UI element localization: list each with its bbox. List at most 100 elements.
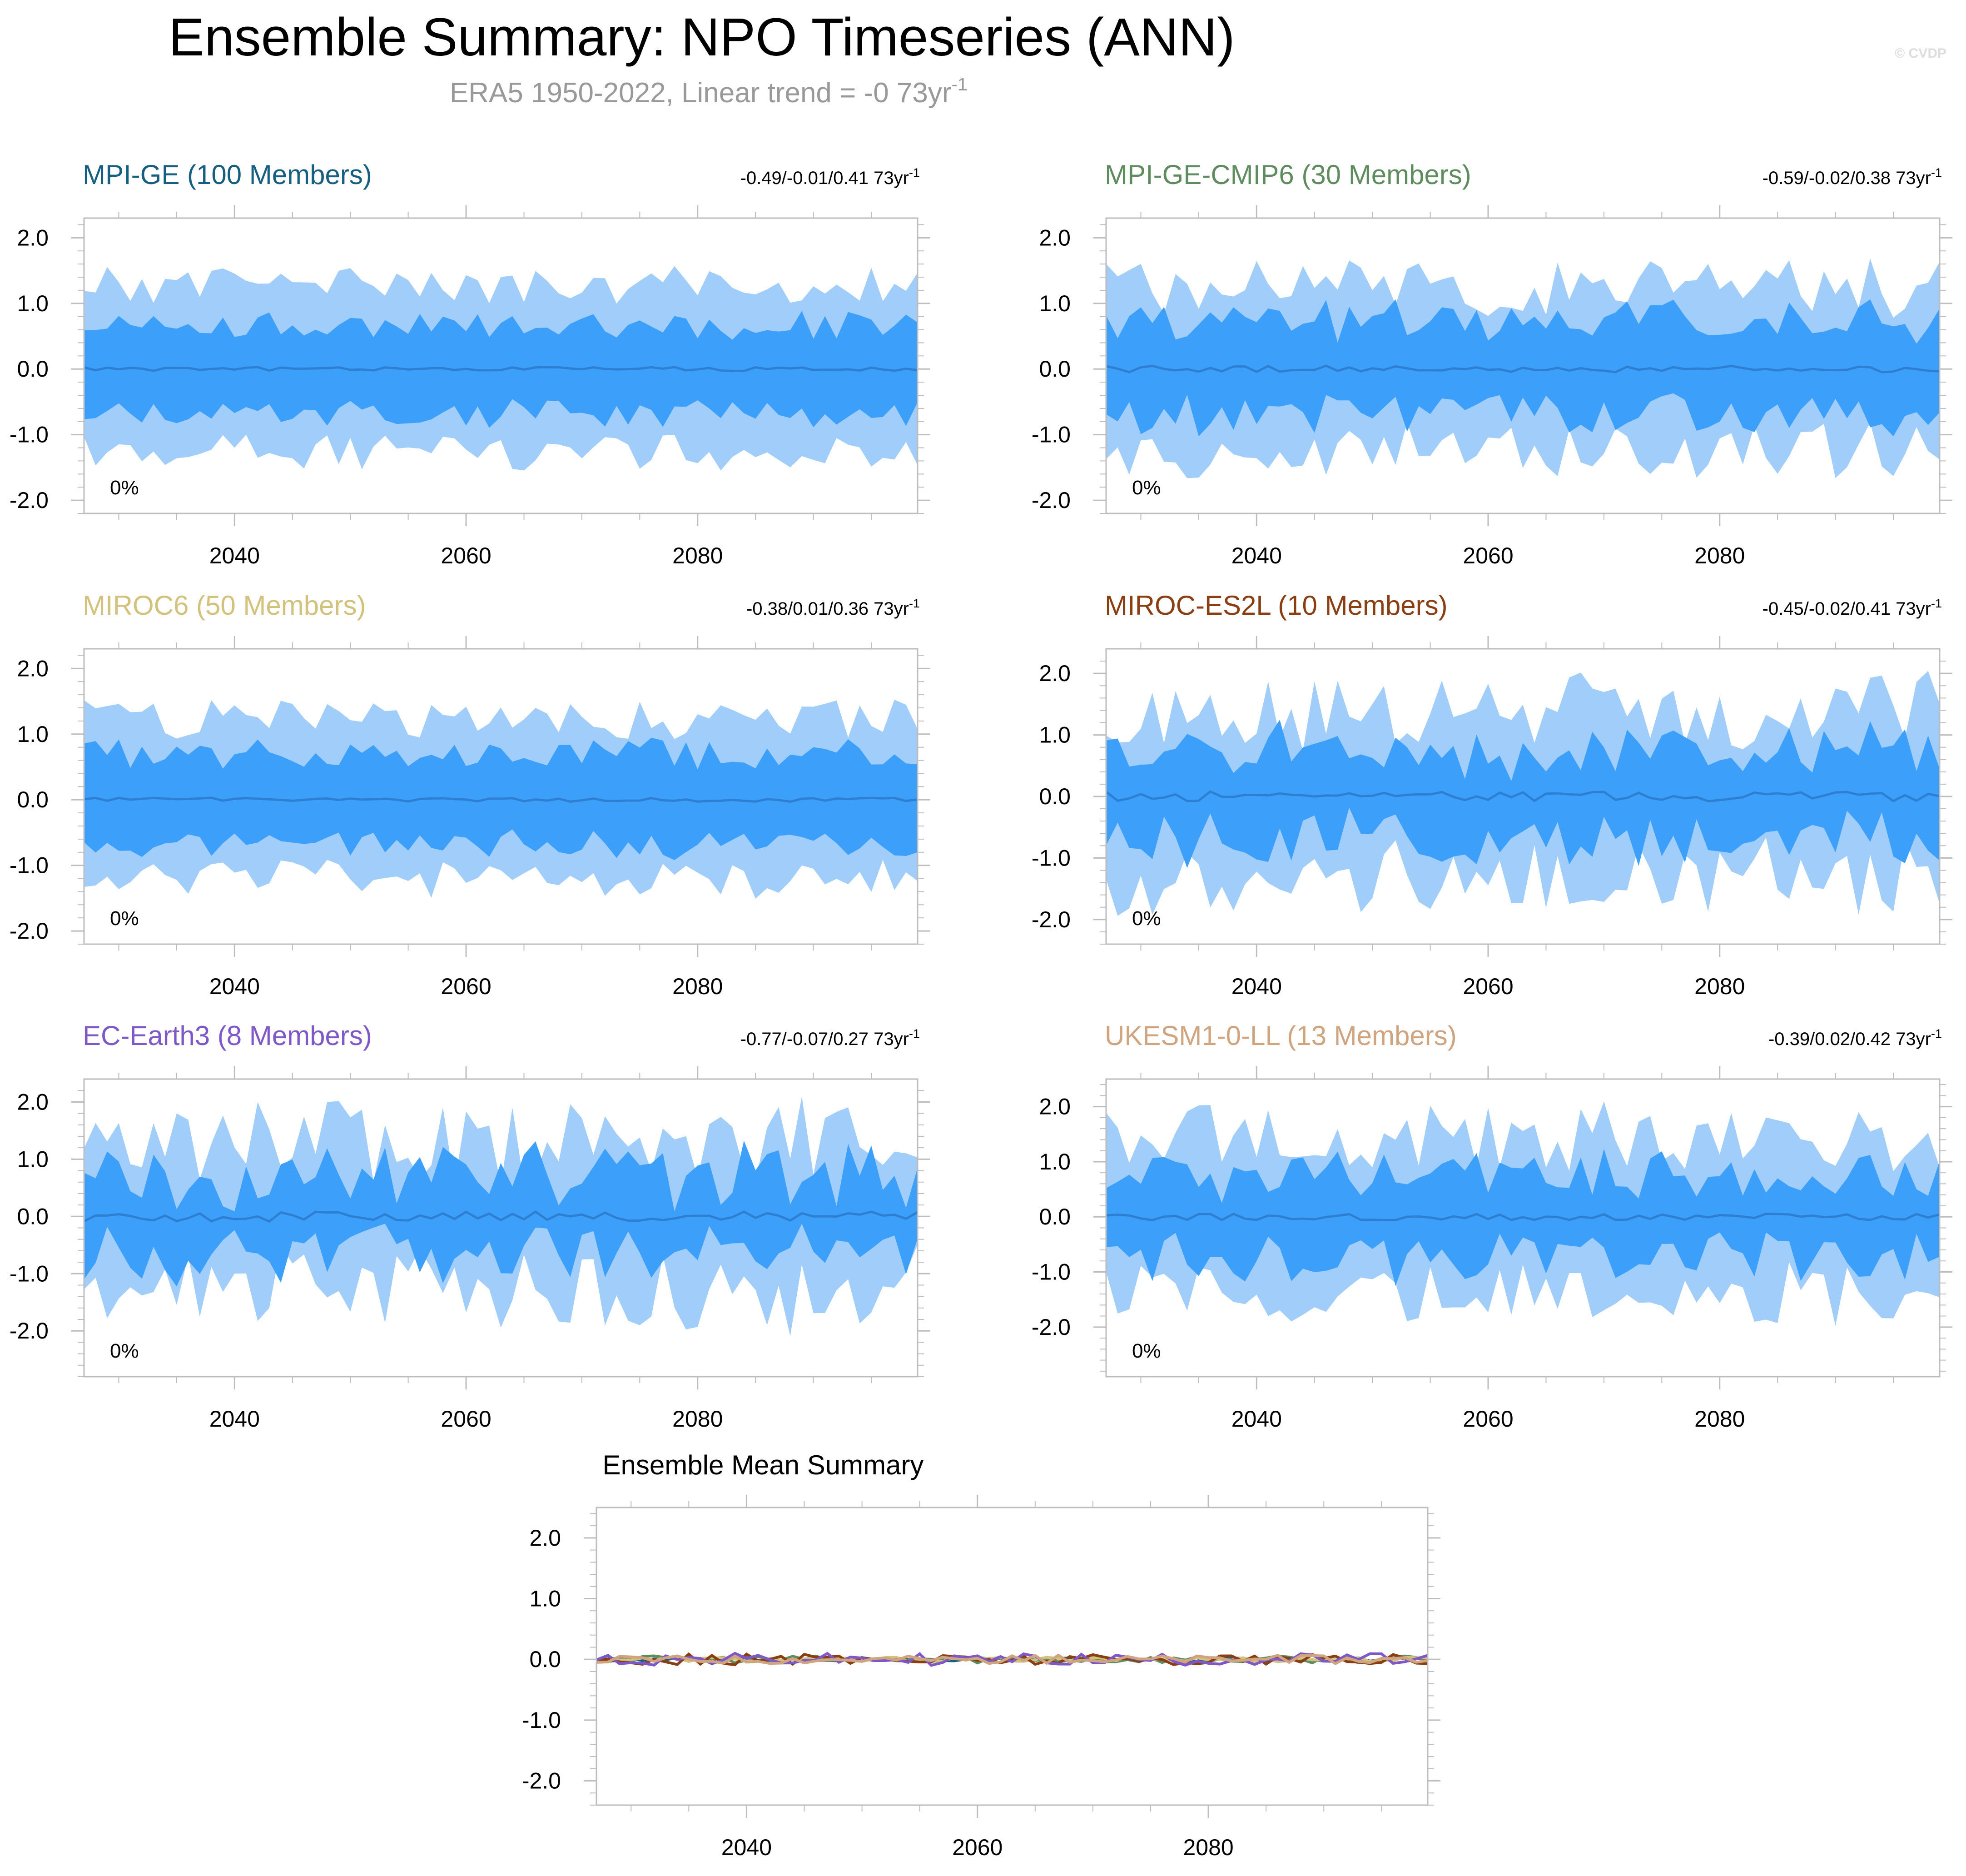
chart-panel-4: MIROC-ES2L (10 Members) -0.45/-0.02/0.41 … — [1032, 590, 1952, 999]
y-tick-label: -1.0 — [1032, 422, 1071, 448]
y-tick-label: -1.0 — [1032, 845, 1071, 871]
x-tick-label: 2080 — [672, 543, 723, 568]
plot-frame — [83, 648, 918, 945]
y-tick-label: 0.0 — [1039, 1204, 1071, 1229]
y-tick-label: -1.0 — [1032, 1259, 1071, 1285]
y-tick-label: 0.0 — [1039, 356, 1071, 382]
y-tick-label: -1.0 — [10, 853, 49, 878]
y-tick-label: 2.0 — [529, 1525, 561, 1551]
y-tick-label: -2.0 — [1032, 488, 1071, 513]
y-tick-label: 0.0 — [17, 356, 49, 382]
panel-trend-stat: -0.77/-0.07/0.27 73yr-1 — [740, 1027, 920, 1049]
x-tick-label: 2040 — [1231, 974, 1282, 999]
panel-trend-stat: -0.49/-0.01/0.41 73yr-1 — [740, 166, 920, 188]
panel-title: MIROC-ES2L (10 Members) — [1105, 590, 1448, 621]
plot-frame — [596, 1507, 1429, 1806]
percent-label: 0% — [110, 1340, 139, 1362]
y-tick-label: 1.0 — [17, 722, 49, 747]
plot-area — [1106, 1101, 1940, 1326]
x-tick-label: 2060 — [1463, 974, 1513, 999]
y-tick-label: 1.0 — [1039, 722, 1071, 748]
panel-trend-stat: -0.38/0.01/0.36 73yr-1 — [746, 597, 920, 619]
percent-label: 0% — [110, 907, 139, 930]
y-tick-label: 1.0 — [529, 1586, 561, 1612]
ensemble-mean-line — [84, 366, 918, 372]
y-tick-label: -2.0 — [10, 488, 49, 513]
x-tick-label: 2060 — [441, 543, 491, 568]
y-tick-label: 2.0 — [17, 1089, 49, 1115]
y-tick-label: 0.0 — [17, 1204, 49, 1229]
x-tick-label: 2040 — [209, 974, 260, 999]
figure-title: Ensemble Summary: NPO Timeseries (ANN) — [169, 7, 1235, 67]
y-tick-label: -1.0 — [10, 422, 49, 448]
panel-title: MPI-GE (100 Members) — [83, 159, 372, 190]
percent-label: 0% — [110, 477, 139, 499]
series-line-ukesm1-0-ll — [596, 1653, 1428, 1665]
ensemble-mean-line — [1106, 364, 1940, 373]
plot-area — [84, 1096, 918, 1336]
figure-subtitle: ERA5 1950-2022, Linear trend = -0 73yr-1 — [450, 75, 968, 109]
plot-area — [596, 1652, 1428, 1667]
ensemble-mean-line — [84, 796, 918, 803]
y-tick-label: 1.0 — [17, 291, 49, 316]
chart-panel-1: MPI-GE (100 Members) -0.49/-0.01/0.41 73y… — [10, 159, 930, 568]
y-tick-label: -2.0 — [1032, 907, 1071, 932]
plot-frame — [83, 217, 918, 514]
inner-range-band — [84, 1140, 918, 1287]
panel-title: EC-Earth3 (8 Members) — [83, 1020, 372, 1051]
y-tick-label: 2.0 — [1039, 661, 1071, 686]
panel-title: MPI-GE-CMIP6 (30 Members) — [1105, 159, 1471, 190]
inner-range-band — [1106, 720, 1940, 868]
x-tick-label: 2040 — [209, 543, 260, 568]
x-tick-label: 2040 — [1231, 543, 1282, 568]
ensemble-mean-line — [1106, 1212, 1940, 1221]
y-tick-label: -2.0 — [522, 1768, 561, 1794]
x-tick-label: 2060 — [441, 974, 491, 999]
x-tick-label: 2080 — [1694, 1406, 1745, 1432]
chart-panel-2: MPI-GE-CMIP6 (30 Members) -0.59/-0.02/0.3… — [1032, 159, 1952, 568]
panel-title: UKESM1-0-LL (13 Members) — [1105, 1020, 1457, 1051]
y-tick-label: 1.0 — [1039, 1149, 1071, 1174]
y-tick-label: 2.0 — [17, 225, 49, 250]
x-tick-label: 2040 — [721, 1835, 772, 1860]
panel-trend-stat: -0.59/-0.02/0.38 73yr-1 — [1762, 166, 1942, 188]
y-tick-label: 0.0 — [529, 1647, 561, 1672]
y-tick-label: -2.0 — [10, 918, 49, 944]
x-tick-label: 2060 — [1463, 543, 1513, 568]
chart-panel-7: Ensemble Mean Summary -2.0 -1.0 0.0 1.0 2.0 20… — [522, 1450, 1440, 1860]
y-tick-label: 2.0 — [1039, 225, 1071, 250]
chart-panel-6: UKESM1-0-LL (13 Members) -0.39/0.02/0.42 … — [1032, 1020, 1952, 1432]
percent-label: 0% — [1132, 907, 1161, 930]
x-tick-label: 2080 — [1694, 974, 1745, 999]
x-tick-label: 2080 — [1694, 543, 1745, 568]
plot-area — [1106, 671, 1940, 916]
plot-frame — [1105, 217, 1941, 514]
y-tick-label: 0.0 — [1039, 784, 1071, 809]
credit-watermark: © CVDP — [1895, 46, 1946, 61]
x-tick-label: 2040 — [209, 1406, 260, 1432]
ensemble-mean-line — [1106, 790, 1940, 802]
y-tick-label: 2.0 — [17, 656, 49, 681]
y-tick-label: 1.0 — [1039, 291, 1071, 316]
x-tick-label: 2060 — [441, 1406, 491, 1432]
ensemble-mean-line — [84, 1210, 918, 1223]
panel-title: MIROC6 (50 Members) — [83, 590, 366, 621]
chart-panel-3: MIROC6 (50 Members) -0.38/0.01/0.36 73yr-… — [10, 590, 930, 999]
x-tick-label: 2040 — [1231, 1406, 1282, 1432]
x-tick-label: 2060 — [952, 1835, 1003, 1860]
panel-trend-stat: -0.39/0.02/0.42 73yr-1 — [1768, 1027, 1942, 1049]
percent-label: 0% — [1132, 1340, 1161, 1362]
plot-area — [84, 266, 918, 471]
chart-panel-5: EC-Earth3 (8 Members) -0.77/-0.07/0.27 73… — [10, 1020, 930, 1432]
plot-area — [84, 699, 918, 899]
panel-title: Ensemble Mean Summary — [603, 1450, 924, 1480]
x-tick-label: 2080 — [1183, 1835, 1233, 1860]
y-tick-label: -2.0 — [1032, 1314, 1071, 1340]
x-tick-label: 2080 — [672, 1406, 723, 1432]
plot-area — [1106, 259, 1940, 478]
panel-trend-stat: -0.45/-0.02/0.41 73yr-1 — [1762, 597, 1942, 619]
y-tick-label: -1.0 — [522, 1707, 561, 1733]
y-tick-label: -1.0 — [10, 1261, 49, 1286]
x-tick-label: 2060 — [1463, 1406, 1513, 1432]
